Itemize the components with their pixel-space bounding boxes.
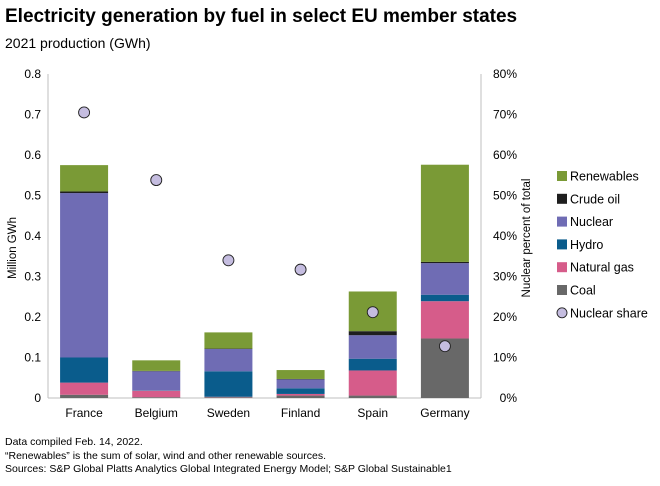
bar-germany-hydro (420, 294, 469, 302)
legend-label-coal: Coal (570, 284, 596, 298)
bar-germany-crude-oil (420, 261, 469, 264)
bar-germany-renewables (420, 164, 469, 262)
note-date: Data compiled Feb. 14, 2022. (5, 436, 143, 448)
y-tick-label: 0.5 (24, 189, 41, 203)
bar-finland-coal (276, 395, 325, 398)
bar-france-natural-gas (60, 382, 109, 395)
bar-belgium-coal (132, 397, 181, 398)
y2-tick-label: 30% (493, 270, 517, 284)
bar-finland-natural-gas (276, 393, 325, 396)
y-tick-label: 0.1 (24, 351, 41, 365)
y2-tick-label: 20% (493, 310, 517, 324)
nuclear-share-point-spain (366, 306, 379, 319)
nuclear-share-point-belgium (150, 174, 163, 187)
bar-france-renewables (60, 165, 109, 192)
legend-swatch-nuclear (557, 216, 567, 227)
nuclear-share-point-france (78, 106, 91, 119)
bar-spain-coal (348, 395, 397, 398)
x-tick-label-finland: Finland (281, 406, 320, 420)
y2-tick-label: 60% (493, 148, 517, 162)
bar-germany-nuclear (420, 263, 469, 295)
bars (60, 164, 469, 398)
bar-france-hydro (60, 357, 109, 383)
chart-title: Electricity generation by fuel in select… (5, 6, 518, 27)
nuclear-share-point-germany (438, 340, 451, 353)
bar-france-nuclear (60, 193, 109, 358)
legend: Renewables Crude oil Nuclear Hydro Natural g… (556, 170, 648, 320)
nuclear-share-points (78, 106, 451, 353)
legend-swatch-hydro (557, 239, 567, 250)
x-tick-label-germany: Germany (420, 406, 469, 420)
y-tick-label: 0 (34, 391, 41, 405)
legend-label-nuclear: Nuclear (570, 215, 613, 229)
y-axis-title: Million GWh (7, 217, 19, 279)
y-tick-label: 0.4 (24, 229, 41, 243)
y2-tick-label: 40% (493, 229, 517, 243)
bar-sweden-nuclear (204, 348, 253, 372)
legend-swatch-nuclear-share (556, 307, 568, 319)
y-tick-label: 0.8 (24, 67, 41, 81)
bar-finland-hydro (276, 388, 325, 394)
y-tick-label: 0.3 (24, 270, 41, 284)
x-tick-label-spain: Spain (357, 406, 388, 420)
note-sources: Sources: S&P Global Platts Analytics Glo… (5, 463, 452, 475)
y2-tick-label: 10% (493, 351, 517, 365)
legend-swatch-coal (557, 285, 567, 295)
x-tick-label-sweden: Sweden (207, 406, 250, 420)
legend-swatch-natural-gas (557, 262, 567, 273)
note-renewables: “Renewables” is the sum of solar, wind a… (5, 449, 326, 462)
axes: 0 0.1 0.2 0.3 0.4 0.5 0.6 0.7 0.8 0% 10% 20% 30% 40% 5… (7, 67, 533, 420)
y2-tick-label: 0% (500, 391, 518, 405)
legend-label-nuclear-share: Nuclear share (570, 306, 648, 320)
bar-sweden-coal (204, 397, 253, 398)
nuclear-share-point-sweden (222, 254, 235, 267)
y-tick-label: 0.6 (24, 148, 41, 162)
y-tick-label: 0.2 (24, 310, 41, 324)
y-tick-label: 0.7 (24, 108, 41, 122)
bar-france-coal (60, 394, 109, 398)
bar-spain-nuclear (348, 335, 397, 359)
legend-label-hydro: Hydro (570, 238, 603, 252)
bar-france-crude-oil (60, 191, 109, 194)
bar-sweden-hydro (204, 371, 253, 397)
chart-notes: Data compiled Feb. 14, 2022. “Renewables… (5, 436, 452, 477)
legend-label-crude-oil: Crude oil (570, 192, 620, 206)
bar-spain-natural-gas (348, 370, 397, 396)
y2-tick-label: 80% (493, 67, 517, 81)
bar-spain-hydro (348, 358, 397, 371)
x-tick-label-belgium: Belgium (135, 406, 178, 420)
legend-swatch-crude-oil (557, 193, 567, 204)
bar-finland-renewables (276, 370, 325, 379)
bar-belgium-nuclear (132, 371, 181, 391)
bar-finland-nuclear (276, 379, 325, 389)
y2-tick-label: 70% (493, 108, 517, 122)
legend-label-renewables: Renewables (570, 170, 639, 184)
y2-tick-label: 50% (493, 189, 517, 203)
x-tick-label-france: France (65, 406, 103, 420)
chart-subtitle: 2021 production (GWh) (5, 35, 151, 51)
bar-germany-natural-gas (420, 301, 469, 339)
y2-axis-title: Nuclear percent of total (521, 179, 533, 298)
bar-belgium-natural-gas (132, 390, 181, 398)
nuclear-share-point-finland (294, 263, 307, 276)
bar-spain-crude-oil (348, 331, 397, 336)
legend-swatch-renewables (557, 171, 567, 181)
bar-belgium-renewables (132, 360, 181, 371)
legend-label-natural-gas: Natural gas (570, 261, 634, 275)
bar-sweden-renewables (204, 332, 253, 349)
